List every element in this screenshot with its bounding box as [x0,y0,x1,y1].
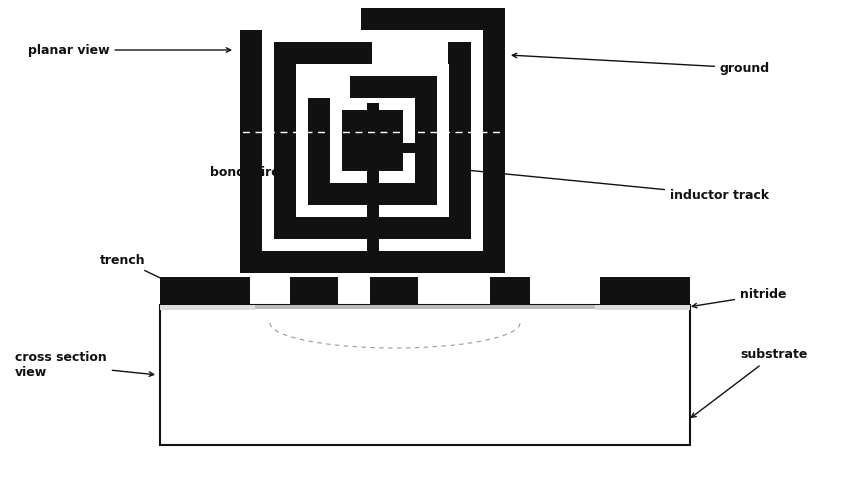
Text: substrate: substrate [691,349,807,417]
Text: inductor track: inductor track [317,154,768,202]
Bar [160,305,689,309]
Bar [274,42,470,239]
Bar [378,143,414,153]
Bar [599,277,689,305]
Text: trench: trench [100,253,195,295]
Bar [360,135,378,145]
Text: cross section
view: cross section view [15,351,153,379]
Bar [342,110,403,171]
Bar [330,98,414,183]
Bar [160,305,255,310]
Bar [372,42,448,64]
Bar [239,8,505,273]
Text: bond wire: bond wire [210,140,359,179]
Bar [239,8,361,30]
Bar [307,76,437,205]
Bar [367,103,379,263]
Bar [295,64,449,217]
Bar [274,42,470,239]
Bar [295,64,449,217]
Text: ground: ground [511,53,769,75]
Bar [239,8,505,273]
Bar [594,305,689,310]
Text: nitride: nitride [691,288,785,308]
Bar [307,76,437,205]
Bar [262,30,482,251]
Bar [160,277,250,305]
Bar [262,30,482,251]
Text: planar view: planar view [28,44,231,57]
Bar [330,98,414,183]
Bar [289,277,338,305]
Bar [342,110,403,171]
Bar [360,148,378,158]
Bar [489,277,530,305]
Bar [239,8,350,30]
Bar [160,305,689,445]
Bar [307,76,350,98]
Bar [369,277,418,305]
